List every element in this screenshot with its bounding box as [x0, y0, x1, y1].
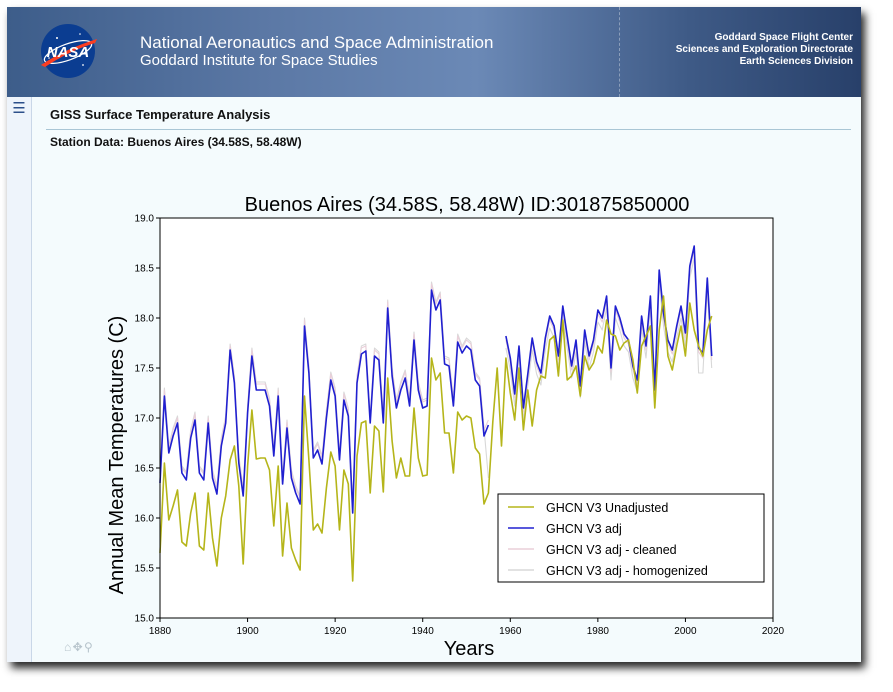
y-tick-label: 16.5	[135, 464, 155, 475]
y-tick-label: 18.5	[135, 264, 155, 275]
legend-label-4: GHCN V3 adj - homogenized	[546, 564, 708, 578]
center-link-directorate[interactable]: Sciences and Exploration Directorate	[675, 44, 853, 55]
svg-text:NASA: NASA	[47, 44, 90, 61]
plot-toolbar: ⌂ ✥ ⚲	[64, 640, 93, 654]
agency-title[interactable]: National Aeronautics and Space Administr…	[140, 33, 494, 52]
legend-label-1: GHCN V3 Unadjusted	[546, 501, 668, 515]
x-tick-label: 1940	[412, 626, 435, 637]
institute-title[interactable]: Goddard Institute for Space Studies	[140, 52, 378, 69]
legend-label-3: GHCN V3 adj - cleaned	[546, 543, 677, 557]
x-axis-label: Years	[444, 638, 494, 660]
x-tick-label: 1980	[587, 626, 610, 637]
browser-window: NASA National Aeronautics and Space Admi…	[7, 7, 861, 662]
home-icon[interactable]: ⌂	[64, 640, 71, 654]
center-link-division[interactable]: Earth Sciences Division	[739, 56, 853, 67]
y-tick-label: 16.0	[135, 514, 155, 525]
x-tick-label: 1900	[236, 626, 259, 637]
temperature-chart[interactable]: Buenos Aires (34.58S, 58.48W) ID:3018758…	[87, 187, 847, 662]
y-tick-label: 17.0	[135, 414, 155, 425]
y-axis-label: Annual Mean Temperatures (C)	[106, 316, 128, 595]
x-tick-label: 1880	[149, 626, 172, 637]
title-divider	[46, 129, 851, 130]
sidebar: ☰	[7, 97, 32, 662]
legend-box	[497, 493, 765, 583]
y-tick-label: 19.0	[135, 214, 155, 225]
chart-title: Buenos Aires (34.58S, 58.48W) ID:3018758…	[245, 194, 690, 216]
x-tick-label: 1920	[324, 626, 347, 637]
series-line-1	[159, 295, 713, 582]
y-tick-label: 15.0	[135, 614, 155, 625]
x-tick-label: 1960	[499, 626, 522, 637]
center-link-gsfc[interactable]: Goddard Space Flight Center	[714, 32, 853, 43]
main-content: GISS Surface Temperature Analysis Statio…	[32, 97, 861, 662]
page-title: GISS Surface Temperature Analysis	[50, 107, 271, 122]
station-subtitle: Station Data: Buenos Aires (34.58S, 58.4…	[50, 135, 302, 149]
y-tick-label: 15.5	[135, 564, 155, 575]
hamburger-menu-icon[interactable]: ☰	[12, 100, 26, 117]
x-tick-label: 2000	[674, 626, 697, 637]
pan-icon[interactable]: ✥	[72, 640, 83, 654]
nasa-banner: NASA National Aeronautics and Space Admi…	[7, 7, 861, 97]
zoom-icon[interactable]: ⚲	[84, 640, 93, 654]
banner-divider	[619, 7, 620, 97]
nasa-logo[interactable]: NASA	[35, 21, 101, 81]
series-line-2	[159, 245, 713, 514]
legend-label-2: GHCN V3 adj	[546, 522, 622, 536]
y-tick-label: 17.5	[135, 364, 155, 375]
center-links: Goddard Space Flight Center Sciences and…	[676, 32, 853, 68]
y-tick-label: 18.0	[135, 314, 155, 325]
x-tick-label: 2020	[762, 626, 785, 637]
